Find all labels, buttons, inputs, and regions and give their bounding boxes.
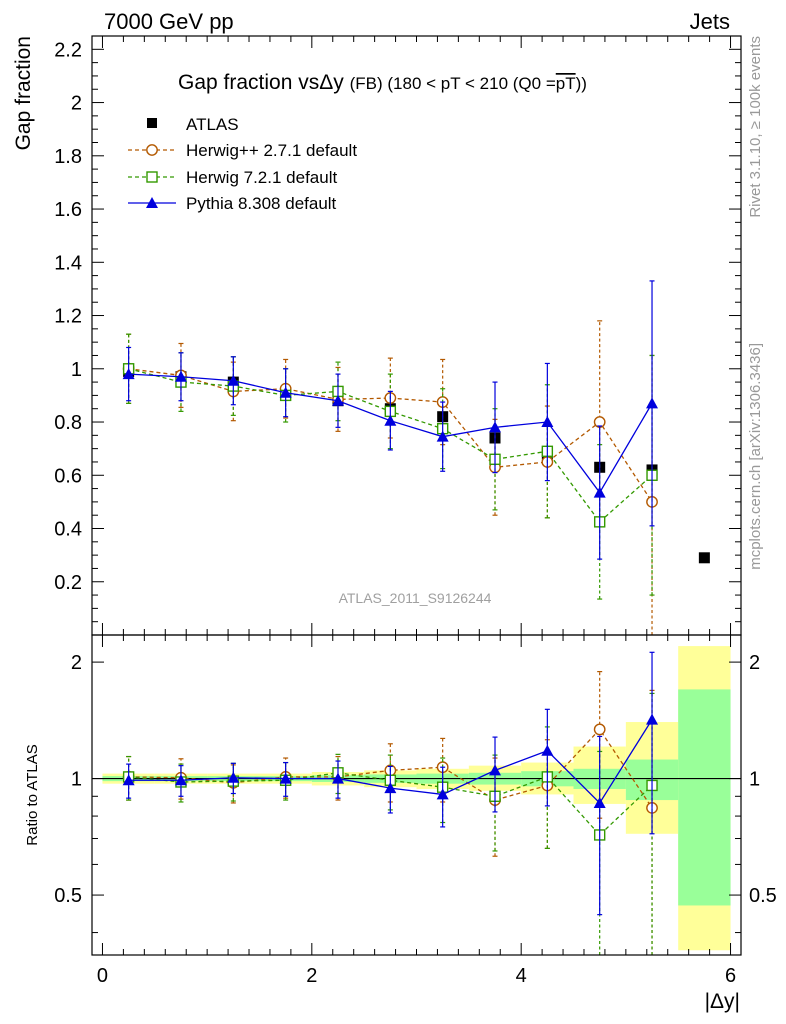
main-point-pythia [489,421,502,433]
jets-label: Jets [690,9,730,34]
ratio-point-pythia [541,744,554,756]
ratio-series-pythia [122,651,659,916]
main-ytick-label: 1.2 [54,306,82,328]
collision-label: 7000 GeV pp [104,9,234,34]
main-point-pythia [174,370,187,382]
main-point-pythia [279,386,292,398]
ratio-point-pythia [227,771,240,783]
main-point-pythia [646,397,659,409]
main-series-herwigpp [122,320,658,635]
ratio-ytick-label: 1 [71,769,82,791]
ratio-xtick-label: 6 [725,965,736,987]
plot-title: Gap fraction vsΔy (FB) (180 < pT < 210 (… [178,71,587,94]
ratio-xtick-label: 2 [306,965,317,987]
legend-entry-atlas: ATLAS [147,115,239,134]
main-point-pythia [331,394,344,406]
ratio-ytick-label-right: 1 [749,769,760,791]
main-point-pythia [593,486,606,498]
main-ytick-label: 2 [71,93,82,115]
ratio-point-herwigpp [593,723,606,736]
ratio-point-pythia [646,713,659,725]
main-series-data [123,365,710,564]
analysis-id: ATLAS_2011_S9126244 [339,590,492,606]
rivet-label: Rivet 3.1.10, ≥ 100k events [747,36,764,218]
ratio-ytick-label: 0.5 [54,885,82,907]
ratio-frame [91,634,742,956]
mcplots-label: mcplots.cern.ch [arXiv:1306.3436] [747,343,764,570]
legend-marker-herwigpp [146,144,158,156]
main-ytick-label: 1 [71,359,82,381]
main-ytick-label: 2.2 [54,39,82,61]
main-ytick-label: 0.8 [54,412,82,434]
legend-marker-pythia [146,197,158,208]
legend-label-herwig7: Herwig 7.2.1 default [186,168,337,187]
legend: ATLAS Herwig++ 2.7.1 default Herwig 7.2.… [128,115,357,213]
legend-entry-herwig7: Herwig 7.2.1 default [128,168,337,187]
main-ytick-label: 1.4 [54,252,82,274]
main-ytick-label: 1.8 [54,146,82,168]
ratio-point-pythia [489,764,502,776]
main-ytick-label: 0.6 [54,465,82,487]
title-main: Gap fraction vs [178,71,319,94]
ratio-line-herwig7 [128,772,653,836]
ratio-ytick-label: 2 [71,652,82,674]
ratio-point-pythia [122,774,135,786]
title-overline: pT [556,74,576,93]
ratio-ytick-label-right: 0.5 [749,885,777,907]
ratio-series-herwig7 [122,692,658,955]
main-ytick-label: 0.4 [54,519,82,541]
legend-entry-pythia: Pythia 8.308 default [128,194,337,213]
legend-label-pythia: Pythia 8.308 default [186,194,337,213]
legend-label-herwigpp: Herwig++ 2.7.1 default [186,141,357,160]
ratio-ytick-label-right: 2 [749,652,760,674]
main-ytick-label: 0.2 [54,572,82,594]
main-series-herwig7 [122,333,658,600]
main-point-pythia [436,430,449,442]
main-plot: 0.2 0.4 0.6 0.8 1 1.2 1.4 1.6 1.8 2 2.2 [54,35,742,636]
title-tail: (FB) (180 < pT < 210 (Q0 = [350,74,556,93]
main-point-data [698,552,710,564]
main-point-pythia [384,414,397,426]
title-close: )) [576,74,587,93]
ratio-band-inner [678,689,731,906]
ratio-point-pythia [384,782,397,794]
y-axis-title-ratio: Ratio to ATLAS [24,744,41,845]
main-point-pythia [227,374,240,386]
legend-marker-atlas [147,118,157,128]
ratio-point-pythia [436,788,449,800]
ratio-xtick-label: 4 [516,965,527,987]
legend-marker-herwig7 [146,171,158,183]
title-delta: Δy [319,71,344,94]
y-axis-title-main: Gap fraction [12,36,35,150]
ratio-point-pythia [331,772,344,784]
x-axis-title: |Δy| [705,990,740,1013]
ratio-plot: 0.5 0.5 1 1 2 2 0 2 4 6 [54,634,777,987]
ratio-point-pythia [174,774,187,786]
main-point-pythia [541,416,554,428]
ratio-xtick-label: 0 [97,965,108,987]
main-ytick-label: 1.6 [54,199,82,221]
ratio-point-pythia [279,772,292,784]
main-point-pythia [122,368,135,380]
main-line-herwigpp [128,368,653,503]
main-series-pythia [122,280,659,560]
ratio-point-pythia [593,796,606,808]
legend-entry-herwigpp: Herwig++ 2.7.1 default [128,141,357,160]
legend-label-atlas: ATLAS [186,115,239,134]
